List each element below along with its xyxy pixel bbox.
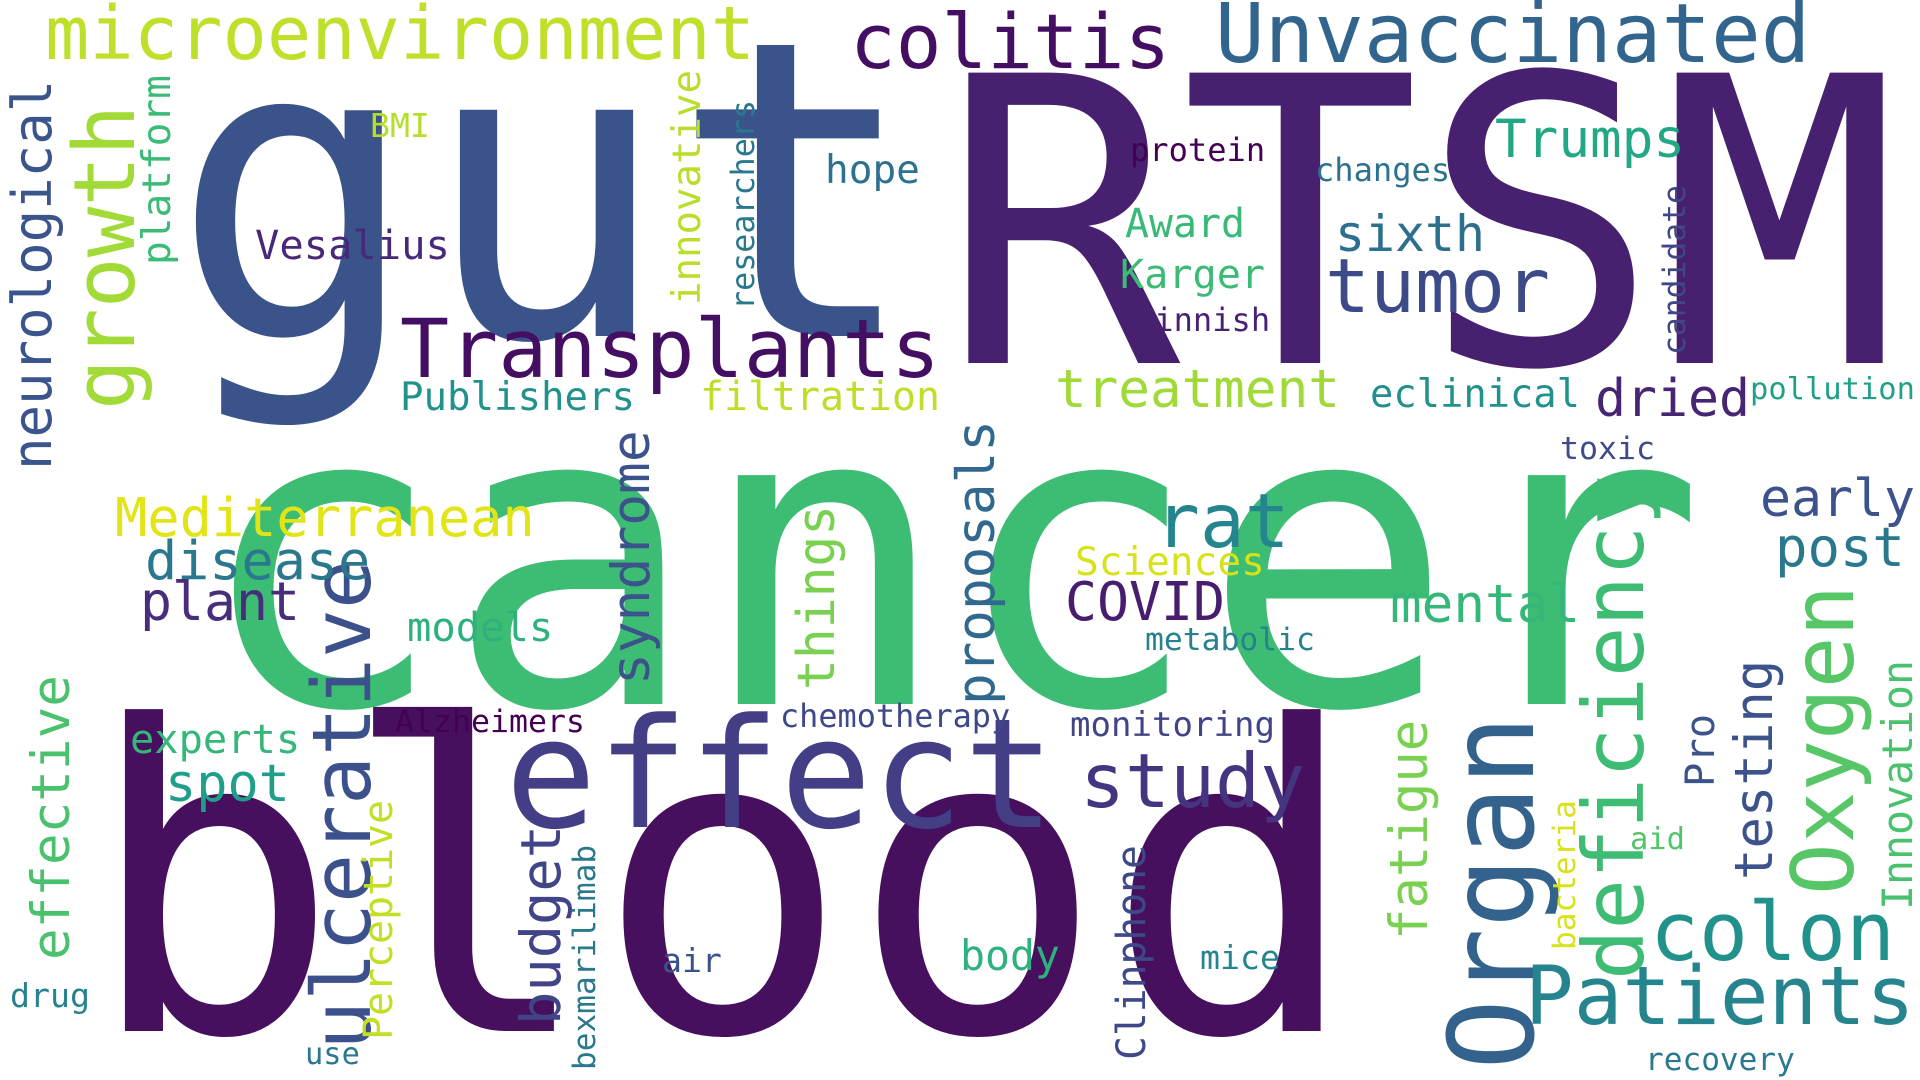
word-gut: gut [171, 0, 920, 434]
word-mediterranean: Mediterranean [115, 485, 535, 549]
word-models: models [407, 602, 554, 651]
word-eclinical: eclinical [1370, 372, 1580, 417]
word-finnish: Finnish [1135, 301, 1271, 339]
word-fatigue: fatigue [1379, 719, 1440, 940]
word-bacteria: bacteria [1546, 800, 1583, 950]
word-colon: colon [1650, 885, 1896, 980]
word-experts: experts [130, 715, 301, 763]
word-aid: aid [1630, 822, 1685, 857]
word-filtration: filtration [700, 373, 940, 420]
word-spot: spot [165, 754, 290, 814]
word-trumps: Trumps [1495, 108, 1686, 170]
word-effect: effect [505, 686, 1056, 863]
word-platform: platform [134, 75, 180, 265]
word-effective: effective [21, 675, 82, 960]
word-vesalius: Vesalius [255, 221, 450, 269]
word-tumor: tumor [1325, 243, 1551, 330]
word-innovation: Innovation [1872, 660, 1920, 910]
word-drug: drug [10, 975, 90, 1015]
word-use: use [305, 1037, 360, 1072]
word-early: early [1760, 469, 1916, 529]
word-blood: blood [85, 638, 1361, 1080]
word-clinphone: Clinphone [1108, 845, 1155, 1060]
word-air: air [662, 940, 722, 980]
word-transplants: Transplants [400, 302, 941, 397]
word-microenvironment: microenvironment [45, 0, 756, 77]
word-pollution: pollution [1750, 372, 1915, 407]
word-mice: mice [1200, 938, 1280, 977]
word-researchers: researchers [726, 99, 762, 310]
word-changes: changes [1315, 151, 1451, 189]
word-chemotherapy: chemotherapy [780, 697, 1011, 735]
word-recovery: recovery [1645, 1041, 1795, 1078]
word-pro: Pro [1675, 713, 1724, 787]
word-mental: mental [1390, 573, 1581, 635]
word-metabolic: metabolic [1145, 621, 1315, 658]
word-syndrome: syndrome [601, 430, 662, 685]
word-award: Award [1125, 201, 1245, 247]
word-sciences: Sciences [1075, 539, 1265, 585]
word-rat: rat [1155, 478, 1290, 565]
word-perceptive: Perceptive [356, 800, 402, 1040]
word-protein: protein [1130, 131, 1266, 169]
word-rtsm: RTSM [940, 0, 1900, 457]
word-alzheimers: Alzheimers [395, 704, 585, 740]
word-things: things [787, 504, 847, 690]
word-bexmarilimab: bexmarilimab [566, 844, 603, 1070]
word-body: body [960, 930, 1060, 980]
word-hope: hope [825, 146, 920, 193]
word-budget: budget [510, 824, 574, 1025]
word-post: post [1775, 515, 1905, 579]
word-neurological: neurological [0, 79, 64, 470]
word-plant: plant [140, 571, 301, 633]
word-treatment: treatment [1055, 358, 1340, 420]
word-deficiency: deficiency [1565, 475, 1663, 980]
word-disease: disease [145, 528, 371, 592]
word-testing: testing [1724, 659, 1785, 880]
word-covid: COVID [1065, 571, 1226, 633]
word-proposals: proposals [946, 420, 1007, 705]
word-unvaccinated: Unvaccinated [1215, 0, 1811, 82]
word-monitoring: monitoring [1070, 705, 1275, 745]
word-sixth: sixth [1335, 205, 1485, 263]
word-cancer: cancer [194, 315, 1706, 803]
word-publishers: Publishers [400, 375, 635, 420]
word-dried: dried [1595, 369, 1751, 429]
word-colitis: colitis [850, 0, 1171, 86]
word-oxygen: Oxygen [1774, 584, 1874, 895]
word-toxic: toxic [1560, 431, 1655, 467]
word-innovative: innovative [665, 70, 710, 305]
word-bmi: BMI [370, 105, 430, 145]
word-patients: Patients [1525, 950, 1915, 1044]
word-study: study [1080, 738, 1306, 825]
word-candidate: candidate [1656, 185, 1693, 355]
word-karger: Karger [1120, 252, 1266, 298]
